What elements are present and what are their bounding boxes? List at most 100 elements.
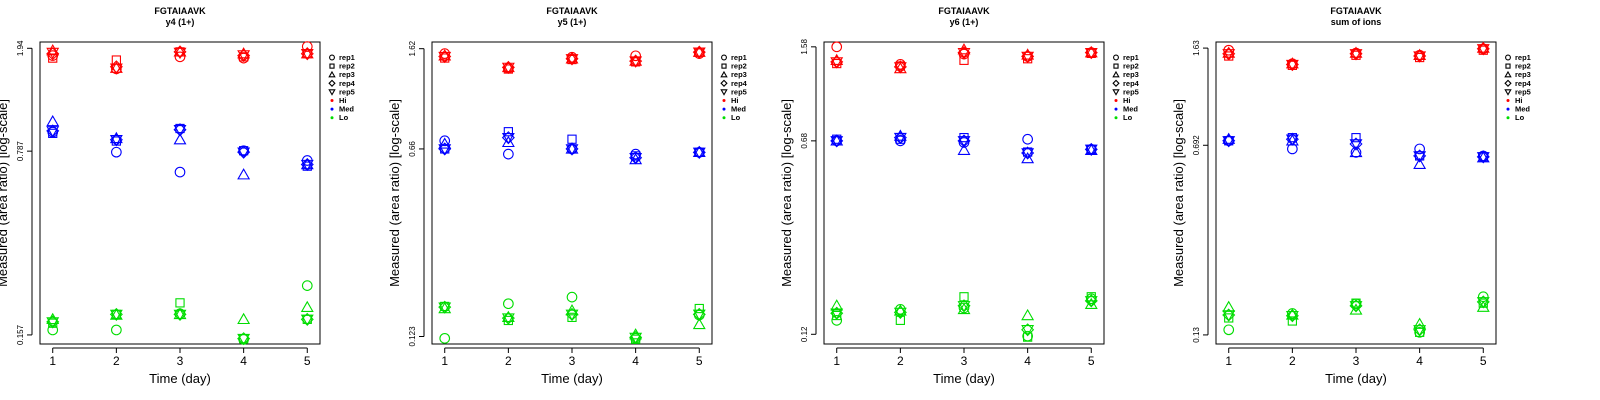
data-point-lo-rep5 (1084, 296, 1098, 308)
chart-subtitle: y5 (1+) (558, 17, 587, 27)
legend-label-rep1: rep1 (339, 53, 355, 62)
data-point-lo-rep2 (959, 292, 969, 302)
data-point-lo-rep5 (109, 309, 123, 322)
data-point-med-rep3 (1349, 145, 1363, 158)
data-point-lo-rep5 (501, 313, 515, 325)
data-point-med-rep5 (1476, 152, 1490, 164)
data-point-hi-rep3 (1222, 46, 1236, 58)
data-point-med-rep1 (895, 135, 906, 147)
legend-label-lo: Lo (339, 113, 349, 122)
plot-frame (431, 41, 713, 345)
data-point-med-rep1 (1022, 133, 1033, 145)
y-tick-label: 0.692 (1192, 135, 1201, 156)
x-tick-label: 1 (833, 354, 840, 368)
y-tick-label: 0.68 (800, 133, 809, 149)
legend-symbol-rep4 (328, 79, 336, 87)
legend-symbol-rep3 (1112, 70, 1120, 78)
legend-symbol-rep1 (721, 54, 727, 61)
legend-label-med: Med (339, 105, 354, 114)
data-point-lo-rep5 (1021, 325, 1035, 337)
data-point-med-rep3 (692, 145, 706, 158)
data-point-med-rep3 (237, 168, 251, 180)
x-tick-label: 5 (1088, 354, 1095, 368)
chart-title: FGTAIAAVK (546, 6, 598, 16)
legend-symbol-rep1 (1113, 54, 1119, 61)
data-point-lo-rep2 (694, 303, 704, 314)
data-point-med-rep3 (1413, 157, 1427, 170)
data-point-med-rep5 (300, 159, 314, 172)
data-point-hi-rep3 (438, 49, 452, 61)
data-point-hi-rep1 (831, 41, 843, 53)
data-point-med-rep3 (501, 135, 515, 148)
data-point-lo-rep5 (957, 301, 971, 313)
legend-label-rep3: rep3 (1123, 70, 1139, 79)
data-point-lo-rep5 (1476, 297, 1490, 309)
legend-symbol-rep2 (1505, 63, 1511, 69)
y-tick-label: 0.66 (408, 141, 417, 157)
data-point-hi-rep5 (173, 47, 187, 60)
data-point-med-rep1 (1414, 143, 1425, 155)
data-point-lo-rep3 (1285, 308, 1299, 320)
x-tick-label: 4 (240, 354, 247, 368)
x-axis-label: Time (day) (933, 371, 995, 386)
data-point-lo-rep5 (565, 309, 579, 321)
data-point-hi-rep5 (957, 47, 971, 60)
data-point-med-rep2 (1351, 133, 1361, 143)
data-point-lo-rep2 (1224, 313, 1234, 323)
data-point-med-rep5 (46, 126, 60, 138)
y-tick-label: 0.157 (16, 324, 25, 345)
data-point-med-rep5 (1413, 151, 1427, 163)
data-point-hi-rep3 (501, 60, 515, 73)
data-point-hi-rep5 (237, 50, 251, 62)
data-point-hi-rep5 (565, 54, 579, 66)
data-point-hi-rep5 (109, 63, 123, 75)
x-tick-label: 2 (113, 354, 120, 368)
data-point-lo-rep3 (1413, 317, 1427, 329)
data-point-med-rep5 (893, 132, 907, 145)
data-point-hi-rep4 (109, 60, 123, 74)
data-point-med-rep1 (174, 166, 186, 178)
data-point-lo-rep1 (1414, 326, 1425, 338)
legend-label-rep5: rep5 (1123, 87, 1139, 96)
legend-symbol-rep3 (328, 70, 336, 78)
data-point-lo-rep3 (830, 299, 844, 311)
data-point-lo-rep1 (503, 298, 514, 310)
data-point-lo-rep3 (1476, 300, 1490, 312)
data-point-lo-rep3 (893, 304, 907, 316)
legend-label-rep1: rep1 (1515, 53, 1531, 62)
data-point-med-rep2 (959, 132, 969, 143)
data-point-hi-rep3 (1021, 48, 1035, 60)
data-point-med-rep5 (1084, 144, 1098, 157)
legend-symbol-rep1 (329, 54, 335, 61)
legend-symbol-rep3 (720, 70, 728, 78)
data-point-lo-rep5 (692, 309, 706, 321)
data-point-med-rep5 (565, 144, 579, 156)
legend-dot-hi (1506, 99, 1510, 102)
plot-frame (1215, 41, 1497, 345)
data-point-lo-rep5 (438, 302, 452, 314)
data-point-med-rep5 (109, 135, 123, 147)
y-axis-label: Measured (area ratio) [log-scale] (387, 99, 402, 287)
legend-label-rep5: rep5 (731, 87, 747, 96)
legend-symbol-rep3 (1504, 70, 1512, 78)
data-point-med-rep1 (439, 135, 451, 147)
legend-dot-hi (1114, 99, 1118, 102)
data-point-lo-rep3 (692, 317, 706, 330)
chart-subtitle: sum of ions (1331, 17, 1382, 27)
data-point-hi-rep5 (1476, 44, 1490, 56)
x-tick-label: 3 (177, 354, 184, 368)
data-point-hi-rep3 (1476, 41, 1490, 53)
y-tick-label: 1.58 (800, 39, 809, 55)
chart-title: FGTAIAAVK (154, 6, 206, 16)
data-point-lo-rep3 (300, 300, 314, 313)
x-axis-label: Time (day) (1325, 371, 1387, 386)
data-point-hi-rep3 (692, 45, 706, 57)
legend-dot-med (1506, 107, 1510, 111)
legend-dot-hi (722, 99, 726, 102)
legend-dot-lo (1506, 116, 1510, 120)
legend-label-rep4: rep4 (1123, 79, 1140, 88)
legend-dot-lo (330, 116, 334, 120)
